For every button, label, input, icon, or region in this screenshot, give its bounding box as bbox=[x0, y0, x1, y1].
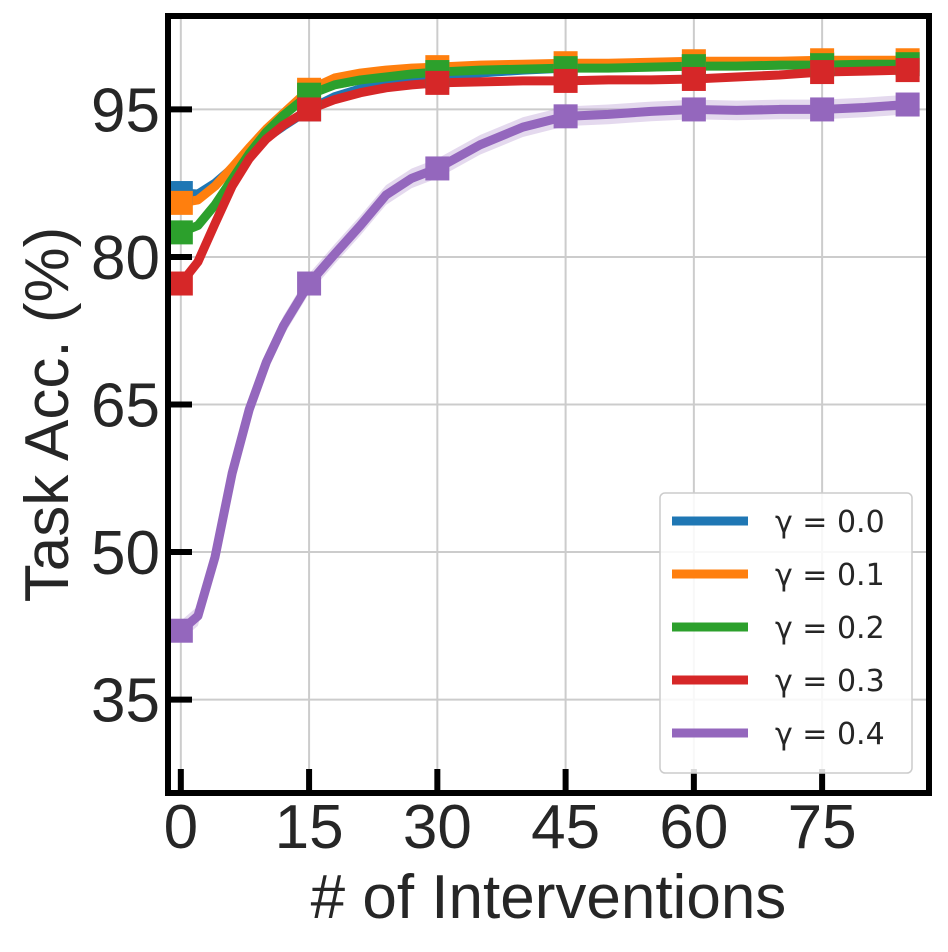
marker-0.3-x0 bbox=[168, 271, 193, 296]
legend-label-0.3: γ = 0.3 bbox=[775, 664, 885, 699]
marker-0.3-x75 bbox=[810, 60, 835, 85]
legend-item-0.1: γ = 0.1 bbox=[672, 558, 885, 593]
axis-ticks bbox=[168, 106, 826, 793]
y-tick-label-80: 80 bbox=[91, 224, 160, 293]
x-tick-label-15: 15 bbox=[275, 793, 344, 862]
marker-0.3-x60 bbox=[681, 66, 706, 91]
x-tick-label-30: 30 bbox=[403, 793, 472, 862]
x-tick-labels: 0 15 30 45 60 75 bbox=[164, 793, 857, 862]
marker-0.4-x15 bbox=[297, 271, 322, 296]
y-tick-label-50: 50 bbox=[91, 519, 160, 588]
legend-item-0.0: γ = 0.0 bbox=[672, 505, 885, 540]
x-axis-title: # of Interventions bbox=[311, 863, 787, 932]
marker-0.3-x15 bbox=[297, 97, 322, 122]
x-tick-label-75: 75 bbox=[788, 793, 857, 862]
x-tick-label-0: 0 bbox=[164, 793, 198, 862]
y-tick-label-95: 95 bbox=[91, 76, 160, 145]
legend: γ = 0.0 γ = 0.1 γ = 0.2 γ = 0.3 γ = 0.4 bbox=[659, 492, 913, 774]
y-tick-label-35: 35 bbox=[91, 667, 160, 736]
legend-item-0.3: γ = 0.3 bbox=[672, 664, 885, 699]
series-line-0.3 bbox=[176, 65, 913, 289]
y-tick-label-65: 65 bbox=[91, 372, 160, 441]
x-tick-label-45: 45 bbox=[531, 793, 600, 862]
series-markers bbox=[168, 48, 920, 643]
legend-label-0.4: γ = 0.4 bbox=[775, 717, 885, 752]
legend-item-0.4: γ = 0.4 bbox=[672, 717, 885, 752]
legend-label-0.2: γ = 0.2 bbox=[775, 611, 885, 646]
legend-items: γ = 0.0 γ = 0.1 γ = 0.2 γ = 0.3 γ = 0.4 bbox=[672, 505, 885, 752]
confidence-bands bbox=[180, 56, 908, 641]
series-lines bbox=[176, 55, 913, 636]
legend-item-0.2: γ = 0.2 bbox=[672, 611, 885, 646]
marker-0.3-x30 bbox=[425, 70, 450, 95]
marker-0.4-x60 bbox=[681, 97, 706, 122]
markers-0.3 bbox=[168, 58, 920, 296]
marker-0.2-x0 bbox=[168, 220, 193, 245]
y-axis-title: Task Acc. (%) bbox=[13, 227, 82, 603]
series-line-0.4 bbox=[176, 100, 913, 636]
marker-0.4-x85 bbox=[895, 92, 920, 117]
legend-label-0.0: γ = 0.0 bbox=[775, 505, 885, 540]
legend-label-0.1: γ = 0.1 bbox=[775, 558, 885, 593]
marker-0.1-x0 bbox=[168, 190, 193, 215]
markers-0.4 bbox=[168, 92, 920, 643]
marker-0.4-x75 bbox=[810, 97, 835, 122]
x-tick-label-60: 60 bbox=[659, 793, 728, 862]
marker-0.3-x45 bbox=[553, 68, 578, 93]
legend-box bbox=[659, 492, 913, 774]
marker-0.3-x85 bbox=[895, 58, 920, 83]
band-0.4 bbox=[180, 94, 908, 641]
marker-0.4-x45 bbox=[553, 104, 578, 129]
marker-0.4-x30 bbox=[425, 156, 450, 181]
marker-0.4-x0 bbox=[168, 618, 193, 643]
y-tick-labels: 35 50 65 80 95 bbox=[91, 76, 160, 735]
